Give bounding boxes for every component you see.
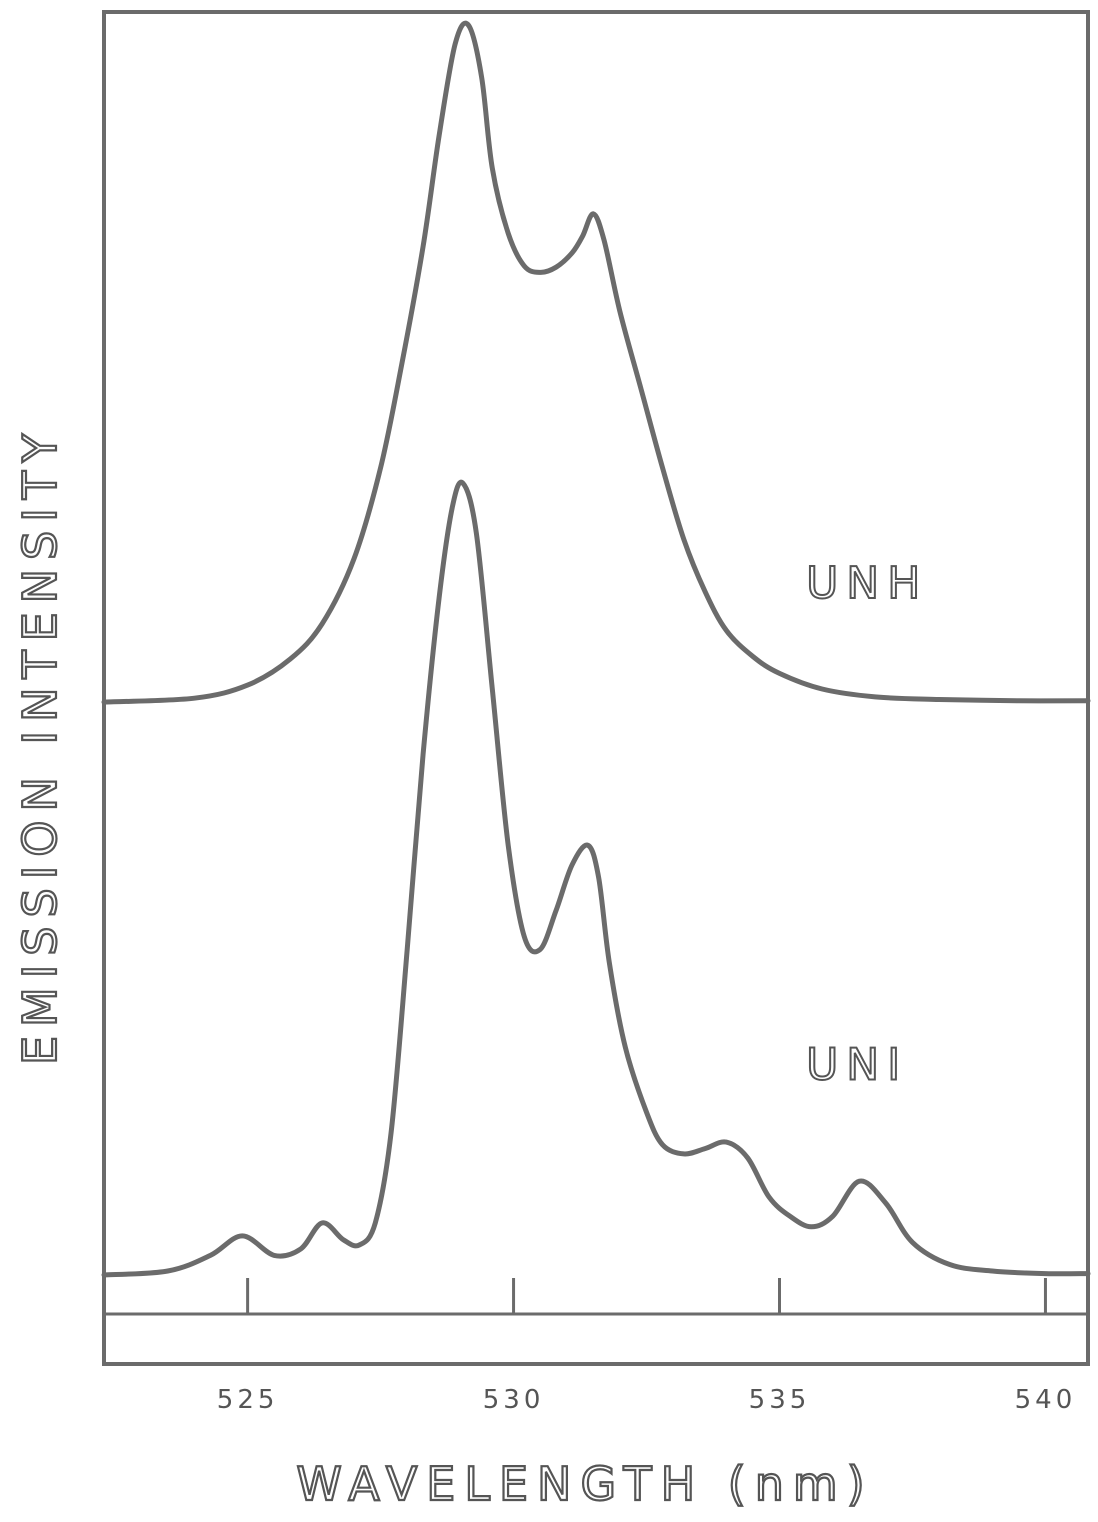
x-ticks (246, 1278, 1047, 1314)
x-tick-label-540: 540 (1015, 1385, 1077, 1415)
series-label-uni: UNI (806, 1040, 908, 1091)
series-label-unh: UNH (806, 558, 928, 609)
x-tick-label-535: 535 (749, 1385, 811, 1415)
x-tick-labels: 525 530 535 540 (217, 1385, 1077, 1415)
x-axis-title: WAVELENGTH (nm) (296, 1457, 873, 1511)
series-line-unh (101, 20, 1091, 705)
series-curves (101, 20, 1091, 1278)
x-tick-label-530: 530 (483, 1385, 545, 1415)
series-labels: UNH UNI (805, 557, 928, 1092)
y-axis-title: EMISSION INTENSITY (13, 425, 67, 1065)
plot-frame (102, 10, 1090, 1366)
x-tick-label-525: 525 (217, 1385, 279, 1415)
series-line-uni (101, 479, 1091, 1278)
